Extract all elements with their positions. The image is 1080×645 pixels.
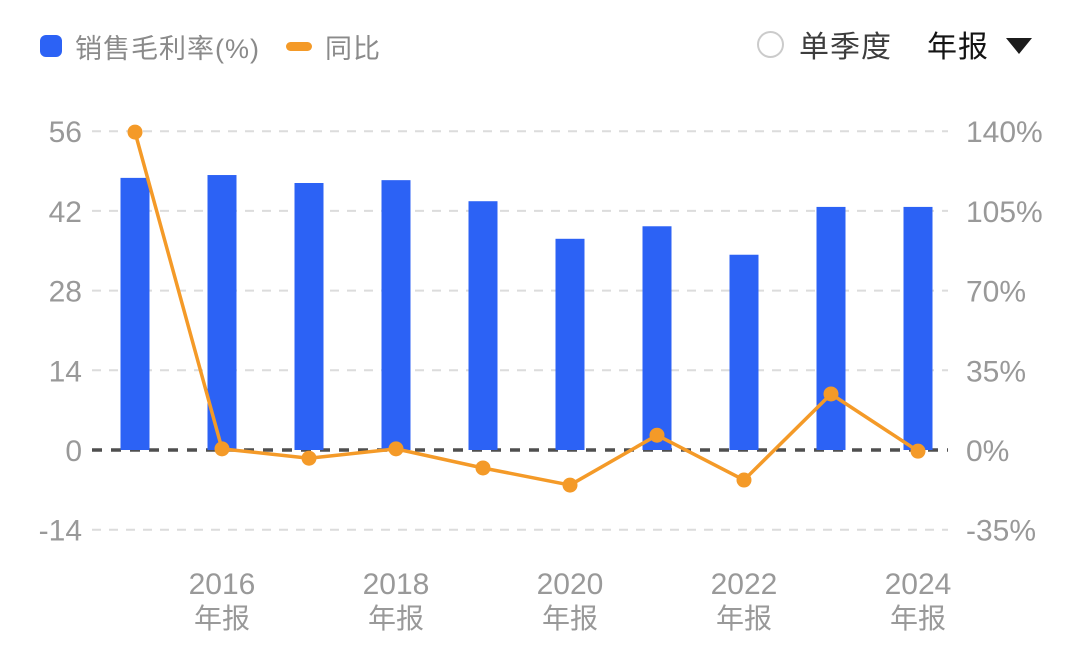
x-tick-year-2018: 2018 xyxy=(363,568,430,601)
bar-2015[interactable] xyxy=(120,177,150,451)
x-tick-year-2024: 2024 xyxy=(885,568,952,601)
left-axis-tick: 0 xyxy=(65,435,82,468)
right-axis-tick: 0% xyxy=(966,435,1009,468)
bar-2021[interactable] xyxy=(642,226,672,450)
radio-circle-icon xyxy=(757,30,784,58)
left-axis-tick: 14 xyxy=(49,355,82,388)
yoy-point-2015[interactable] xyxy=(127,124,143,140)
yoy-line-group xyxy=(127,124,926,493)
x-tick-year-2016: 2016 xyxy=(189,568,256,601)
bar-2017[interactable] xyxy=(294,183,324,450)
x-tick-period-2020: 年报 xyxy=(542,603,598,634)
report-period-dropdown[interactable]: 年报 xyxy=(927,22,1032,66)
yoy-point-2020[interactable] xyxy=(562,477,578,493)
x-tick-period-2018: 年报 xyxy=(368,603,424,634)
yoy-point-2016[interactable] xyxy=(214,441,230,457)
bar-2016[interactable] xyxy=(207,175,237,450)
right-axis-tick: 140% xyxy=(966,116,1043,149)
single-quarter-radio[interactable]: 单季度 xyxy=(757,22,892,66)
legend-item-yoy[interactable]: 同比 xyxy=(286,27,381,66)
bar-2019[interactable] xyxy=(468,201,498,450)
yoy-point-2022[interactable] xyxy=(736,472,752,488)
legend-label-yoy: 同比 xyxy=(325,33,381,64)
yoy-point-2019[interactable] xyxy=(475,460,491,476)
bars-group xyxy=(120,175,933,451)
report-period-value: 年报 xyxy=(927,31,989,64)
bar-2022[interactable] xyxy=(729,254,759,450)
period-controls: 单季度 年报 xyxy=(757,26,1032,64)
yoy-point-2024[interactable] xyxy=(910,443,926,459)
x-tick-period-2016: 年报 xyxy=(194,603,250,634)
yoy-point-2021[interactable] xyxy=(649,427,665,443)
legend-label-gross-margin: 销售毛利率(%) xyxy=(75,33,260,64)
legend: 销售毛利率(%) 同比 xyxy=(40,28,381,64)
yoy-point-2017[interactable] xyxy=(301,450,317,466)
bar-2023[interactable] xyxy=(816,206,846,450)
bar-2024[interactable] xyxy=(903,206,933,450)
left-axis-tick: 56 xyxy=(49,116,82,149)
right-axis-tick: 70% xyxy=(966,276,1026,309)
x-tick-year-2020: 2020 xyxy=(537,568,604,601)
right-axis-tick: -35% xyxy=(966,515,1036,548)
left-axis-tick: -14 xyxy=(39,515,82,548)
bar-2018[interactable] xyxy=(381,180,411,450)
single-quarter-radio-label: 单季度 xyxy=(799,31,892,64)
x-tick-period-2022: 年报 xyxy=(716,603,772,634)
yoy-point-2018[interactable] xyxy=(388,441,404,457)
bar-2020[interactable] xyxy=(555,238,585,450)
left-axis-tick: 28 xyxy=(49,276,82,309)
line-series-swatch-icon xyxy=(286,41,312,51)
right-axis-tick: 105% xyxy=(966,196,1043,229)
yoy-line xyxy=(133,130,920,487)
axis-labels-group: 56 140% 42 105% 28 70% 14 35% 0 0% -14 -35% xyxy=(39,116,1043,548)
x-tick-period-2024: 年报 xyxy=(890,603,946,634)
right-axis-tick: 35% xyxy=(966,355,1026,388)
yoy-point-2023[interactable] xyxy=(823,386,839,402)
bar-series-swatch-icon xyxy=(40,35,62,57)
left-axis-tick: 42 xyxy=(49,196,82,229)
legend-item-gross-margin[interactable]: 销售毛利率(%) xyxy=(40,27,260,66)
x-tick-year-2022: 2022 xyxy=(711,568,778,601)
caret-down-icon xyxy=(1006,38,1032,54)
